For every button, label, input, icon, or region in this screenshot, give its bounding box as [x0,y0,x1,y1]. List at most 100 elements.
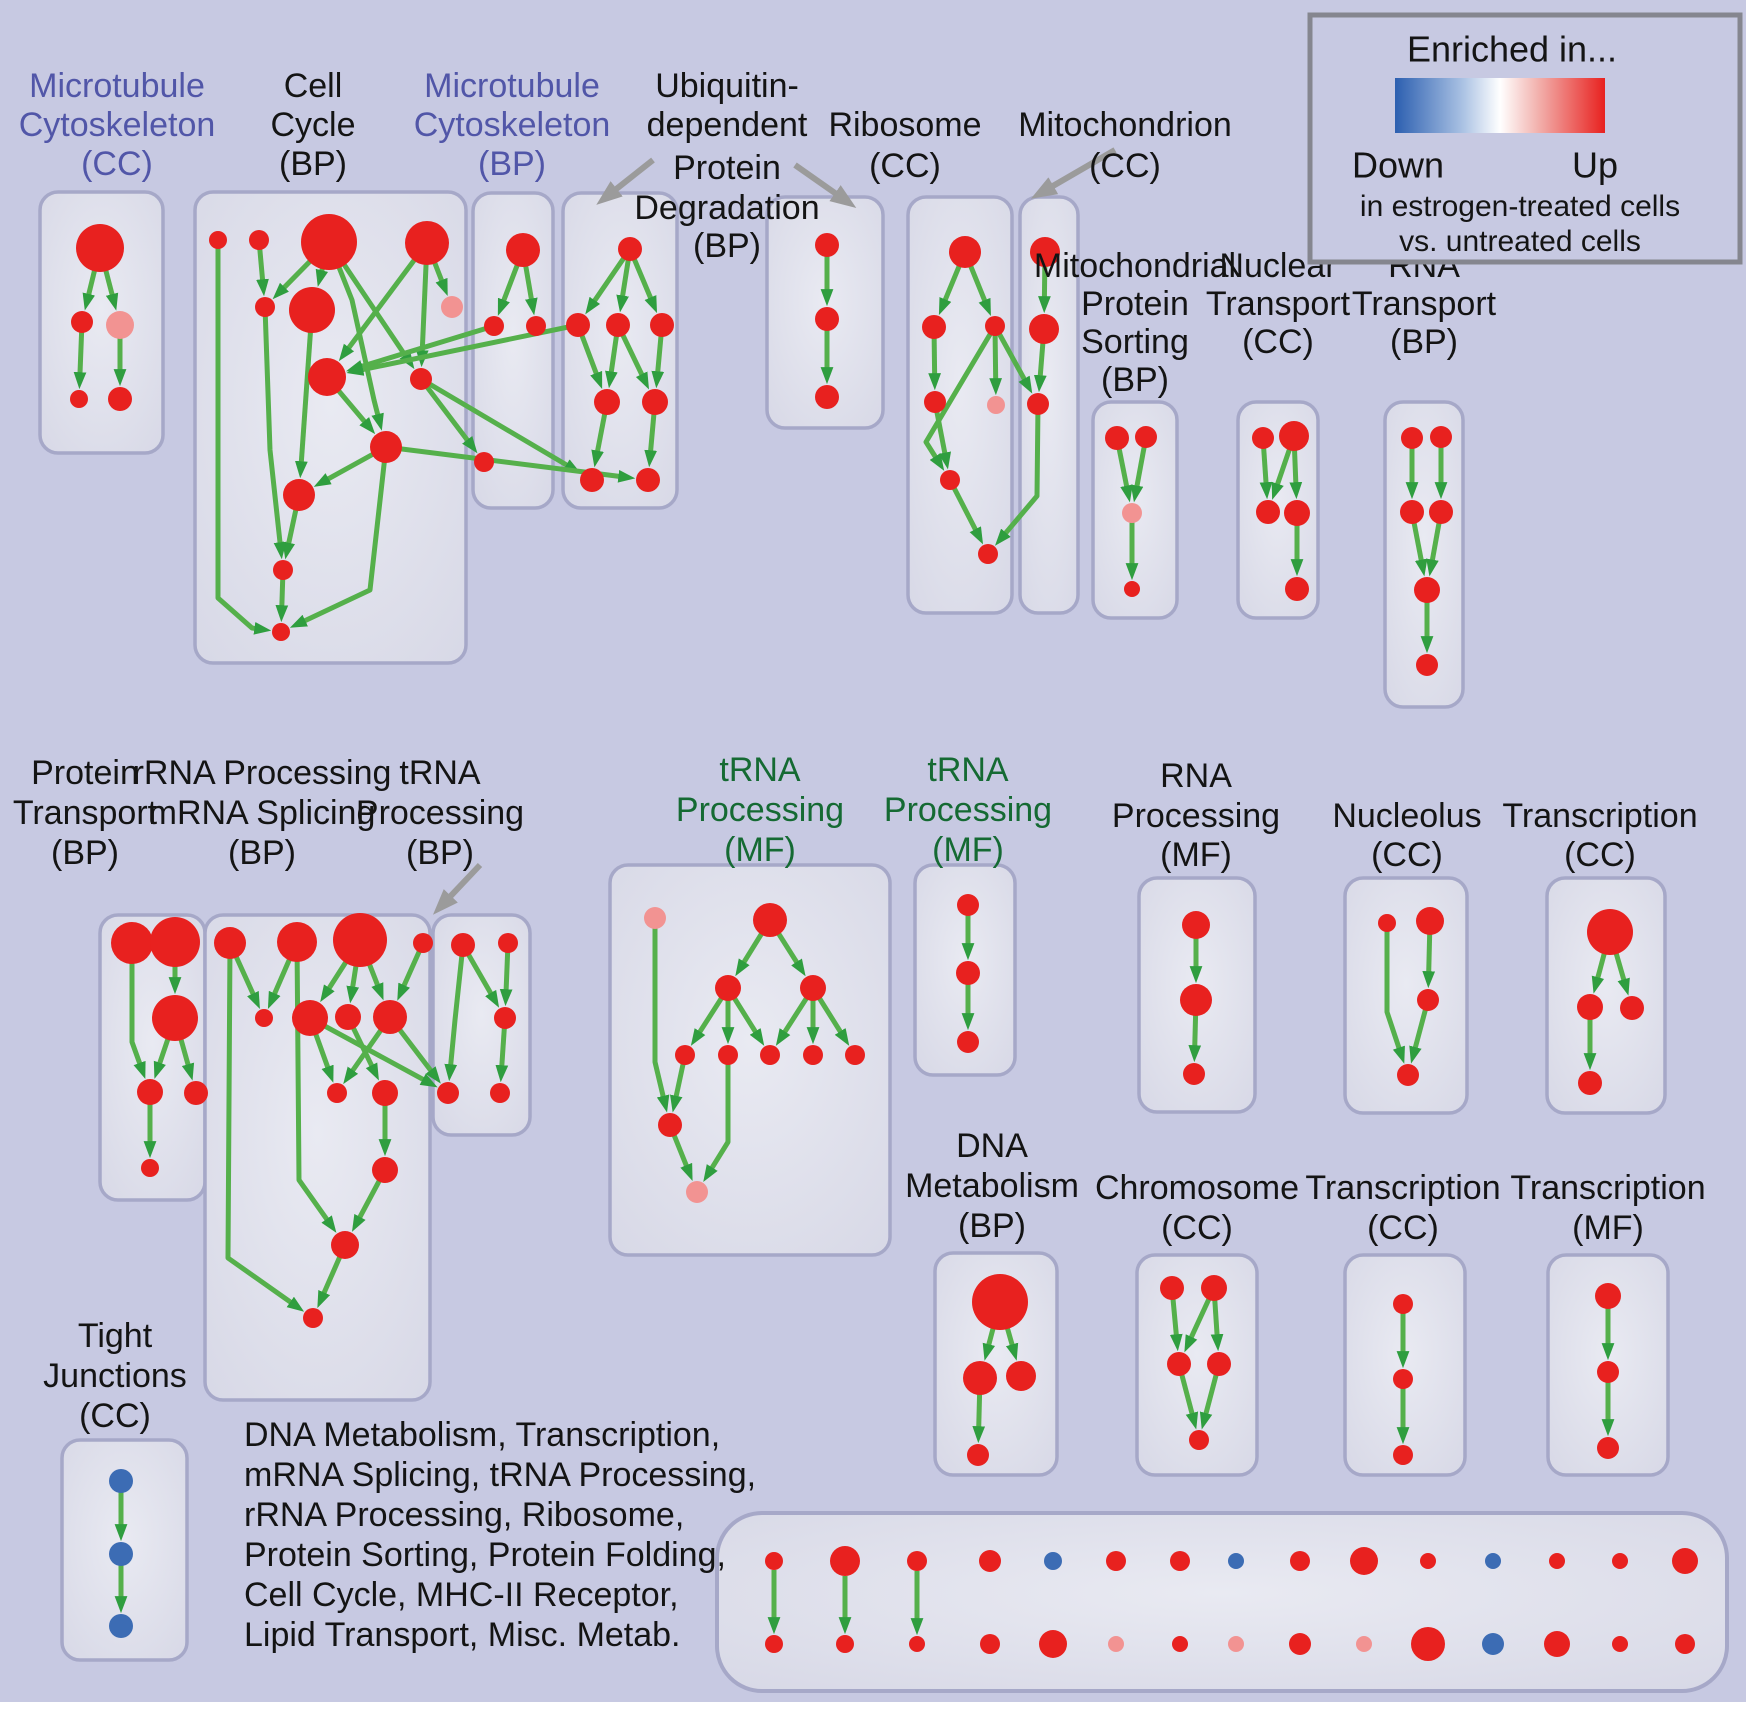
go-term-node-red [675,1045,695,1065]
go-term-node-red [957,894,979,916]
go-term-node-red [1595,1283,1621,1309]
go-term-node-red [249,230,269,250]
group-box-chromosome-cc [1135,1253,1259,1477]
group-label-protein-transport-bp: Transport [13,794,158,832]
go-term-node-red [1172,1636,1188,1652]
group-label-trna-processing-mf-2: (MF) [932,831,1004,869]
edge-arrow [262,306,287,560]
go-term-node-red [1006,1361,1036,1391]
go-term-node-red [1189,1430,1209,1450]
go-term-node-red [1167,1352,1191,1376]
group-label-chromosome-cc: (CC) [1161,1209,1233,1247]
group-box-microtubule-cytoskeleton-cc [38,190,165,455]
go-term-node-red [1416,654,1438,676]
go-term-node-red [1401,427,1423,449]
group-label-trna-processing-bp: (BP) [406,834,474,872]
go-term-node-blue [1228,1553,1244,1569]
go-term-node-red [803,1045,823,1065]
go-term-node-red [526,316,546,336]
edge-arrow [289,446,389,628]
go-term-node-red [1393,1445,1413,1465]
legend-box [1307,12,1743,265]
go-term-node-red [1587,909,1633,955]
group-label-transcription-cc-2: Transcription [1305,1169,1500,1207]
go-term-node-red [1429,500,1453,524]
go-term-node-red [1393,1294,1413,1314]
go-term-node-red [137,1079,163,1105]
go-term-node-red [1201,1275,1227,1301]
go-term-node-red [830,1546,860,1576]
go-term-node-red [800,975,826,1001]
go-term-node-red [451,933,475,957]
go-term-node-red [71,311,93,333]
go-term-node-red [963,1361,997,1395]
go-term-node-red [1549,1553,1565,1569]
group-label-microtubule-cytoskeleton-bp: (BP) [478,145,546,183]
go-term-node-red [967,1444,989,1466]
group-box-transcription-cc-1 [1545,876,1667,1115]
group-label-ubiquitin-dependent-protein-degradation-bp: dependent [647,106,808,144]
group-label-rrna-processing-mrna-splicing-bp: rRNA Processing [133,754,392,792]
go-term-node-red [1207,1352,1231,1376]
label-pointer-arrow [432,862,483,915]
group-label-rna-processing-mf: (MF) [1160,836,1232,874]
go-term-node-red [765,1635,783,1653]
go-term-node-red [606,313,630,337]
go-term-node-red [373,1000,407,1034]
go-term-node-pink [1122,503,1142,523]
go-term-node-blue [109,1542,133,1566]
go-term-node-red [1393,1369,1413,1389]
go-term-node-red [1672,1548,1698,1574]
go-term-node-red [1400,500,1424,524]
group-label-dna-metabolism-bp: DNA [956,1127,1028,1165]
go-term-node-red [907,1551,927,1571]
legend-subtitle-2: vs. untreated cells [1399,225,1641,258]
go-term-node-red [372,1080,398,1106]
go-term-node-red [978,544,998,564]
group-label-transcription-mf: Transcription [1510,1169,1705,1207]
go-term-node-red [1183,1063,1205,1085]
group-label-cell-cycle-bp: Cycle [270,106,355,144]
go-term-node-red [1106,1551,1126,1571]
go-term-node-red [566,313,590,337]
go-term-node-red [1350,1547,1378,1575]
group-box-miscellaneous-terms [715,1511,1729,1693]
go-term-node-red [924,391,946,413]
group-label-nucleolus-cc: (CC) [1371,836,1443,874]
go-term-node-blue [109,1469,133,1493]
group-label-mitochondrion-cc: Mitochondrion [1018,106,1232,144]
go-term-node-red [70,390,88,408]
go-term-node-red [405,221,449,265]
go-term-node-blue [1485,1553,1501,1569]
go-term-node-pink [441,296,463,318]
group-label-ribosome-cc: (CC) [869,147,941,185]
cross-edge-arrow [345,323,495,373]
group-box-nucleolus-cc [1343,876,1469,1115]
group-label-tight-junctions-cc: (CC) [79,1397,151,1435]
go-term-node-red [372,1157,398,1183]
group-label-ubiquitin-dependent-protein-degradation-bp: Protein [673,149,781,187]
go-term-node-red [1397,1064,1419,1086]
go-term-node-red [413,933,433,953]
cross-edge-arrow [419,376,581,474]
group-label-protein-transport-bp: (BP) [51,834,119,872]
footer-line: Protein Sorting, Protein Folding, [244,1536,726,1574]
go-term-node-red [184,1081,208,1105]
go-term-node-red [836,1635,854,1653]
go-term-node-pink [1108,1636,1124,1652]
legend: Enriched in... Down Up in estrogen-treat… [1307,12,1743,265]
footer-line: mRNA Splicing, tRNA Processing, [244,1456,756,1494]
group-label-dna-metabolism-bp: Metabolism [905,1167,1079,1205]
label-pointer-arrow [596,157,655,205]
go-term-node-red [292,1000,328,1036]
go-term-node-blue [1044,1552,1062,1570]
group-label-nuclear-transport-cc: (CC) [1242,323,1314,361]
go-term-node-red [956,961,980,985]
go-term-node-red [214,927,246,959]
group-label-rna-transport-bp: Transport [1352,285,1497,323]
group-box-microtubule-cytoskeleton-bp [471,191,555,510]
go-term-node-blue [1482,1633,1504,1655]
go-term-node-red [255,297,275,317]
go-term-node-red [1182,911,1210,939]
